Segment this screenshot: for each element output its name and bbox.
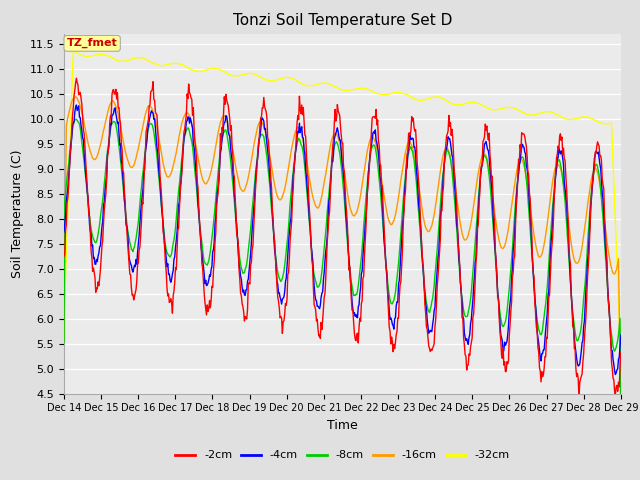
Text: TZ_fmet: TZ_fmet bbox=[67, 38, 118, 48]
Legend: -2cm, -4cm, -8cm, -16cm, -32cm: -2cm, -4cm, -8cm, -16cm, -32cm bbox=[171, 446, 514, 465]
Title: Tonzi Soil Temperature Set D: Tonzi Soil Temperature Set D bbox=[233, 13, 452, 28]
Y-axis label: Soil Temperature (C): Soil Temperature (C) bbox=[11, 149, 24, 278]
X-axis label: Time: Time bbox=[327, 419, 358, 432]
